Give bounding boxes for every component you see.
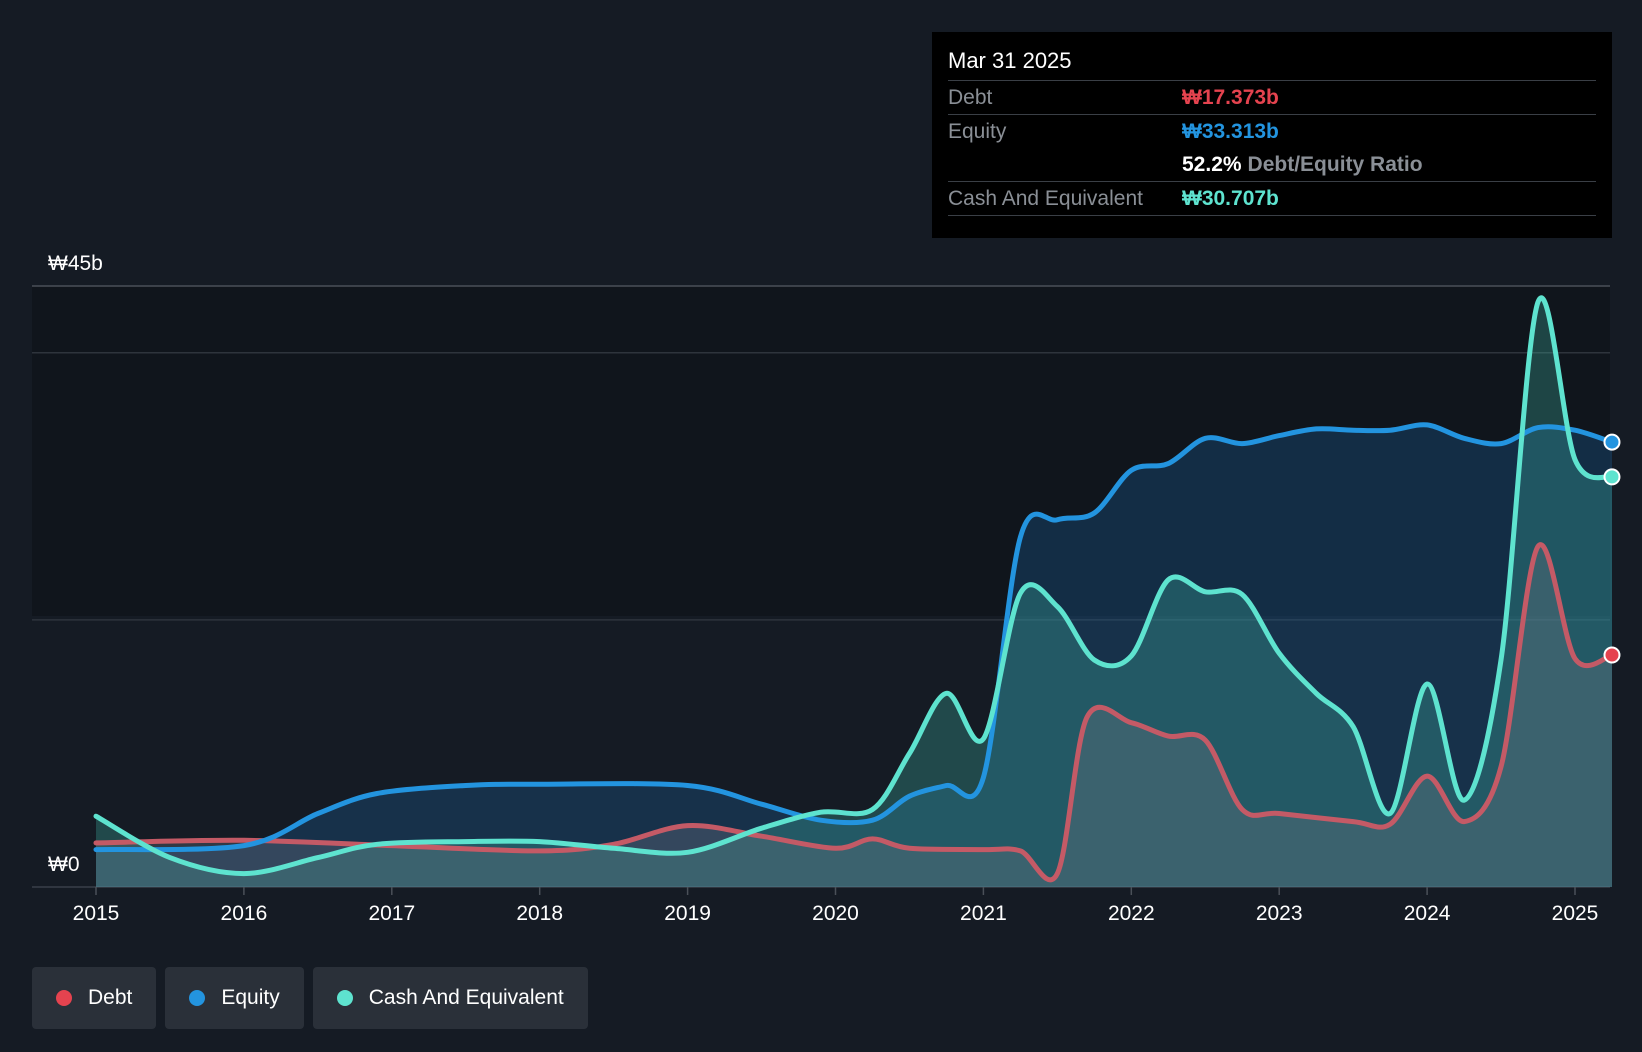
legend-label-cash: Cash And Equivalent (368, 986, 564, 1009)
x-tick-label: 2022 (1108, 902, 1155, 925)
x-tick-label: 2023 (1256, 902, 1303, 925)
endpoint-cash (1603, 468, 1621, 486)
tooltip-debt-row: Debt ₩17.373b (948, 80, 1596, 114)
tooltip-equity-value: ₩33.313b (1182, 119, 1279, 143)
area-cash (96, 297, 1612, 887)
legend-dot-debt (56, 990, 72, 1006)
tooltip-ratio-row: 52.2% Debt/Equity Ratio (948, 148, 1596, 181)
x-tick-label: 2025 (1552, 902, 1599, 925)
line-cash (93, 295, 1615, 877)
x-axis: 2015 2016 2017 2018 2019 2020 2021 2022 2023 2024… (73, 887, 1599, 925)
x-tick-label: 2016 (221, 902, 268, 925)
plot-top-shade (32, 286, 1610, 616)
legend-item-debt[interactable]: Debt (32, 967, 157, 1029)
area-equity (96, 424, 1612, 887)
legend-dot-cash (336, 990, 353, 1006)
x-tick-label: 2015 (73, 902, 120, 925)
series-endpoints (1603, 433, 1621, 664)
tooltip-cash-label: Cash And Equivalent (948, 186, 1143, 210)
x-tick-label: 2017 (368, 902, 415, 925)
area-debt (96, 544, 1612, 887)
line-equity (93, 422, 1615, 853)
tooltip-equity-row: Equity ₩33.313b (948, 114, 1596, 148)
endpoint-equity (1603, 433, 1621, 451)
x-tick-label: 2021 (960, 902, 1007, 925)
x-tick-label: 2019 (664, 902, 711, 925)
legend-dot-equity (189, 990, 206, 1006)
tooltip-debt-value: ₩17.373b (1182, 85, 1279, 109)
tooltip-date: Mar 31 2025 (948, 48, 1072, 73)
x-tick-label: 2024 (1404, 902, 1451, 925)
tooltip-equity-label: Equity (948, 119, 1007, 143)
legend-item-cash[interactable]: Cash And Equivalent (312, 967, 588, 1029)
series-lines (93, 295, 1615, 883)
tooltip-debt-label: Debt (948, 85, 993, 109)
y-tick-label: ₩0 (48, 853, 80, 876)
legend: Debt Equity Cash And Equivalent (32, 967, 588, 1029)
series-areas (96, 297, 1612, 887)
tooltip-ratio-value: 52.2% (1182, 152, 1242, 176)
y-tick-label: ₩45b (48, 252, 103, 275)
gridlines (32, 285, 1610, 888)
tooltip-cash-row: Cash And Equivalent ₩30.707b (948, 181, 1596, 216)
endpoint-debt (1603, 646, 1621, 664)
x-tick-label: 2018 (516, 902, 563, 925)
legend-label-debt: Debt (88, 986, 133, 1009)
tooltip-cash-value: ₩30.707b (1182, 186, 1279, 210)
x-tick-label: 2020 (812, 902, 859, 925)
legend-item-equity[interactable]: Equity (165, 967, 304, 1029)
tooltip-panel: Mar 31 2025 Debt ₩17.373b Equity ₩33.313… (932, 32, 1612, 238)
tooltip-ratio-label: Debt/Equity Ratio (1247, 152, 1423, 176)
line-debt (93, 542, 1615, 883)
y-axis: ₩45b ₩0 (48, 252, 103, 876)
legend-label-equity: Equity (221, 986, 280, 1009)
